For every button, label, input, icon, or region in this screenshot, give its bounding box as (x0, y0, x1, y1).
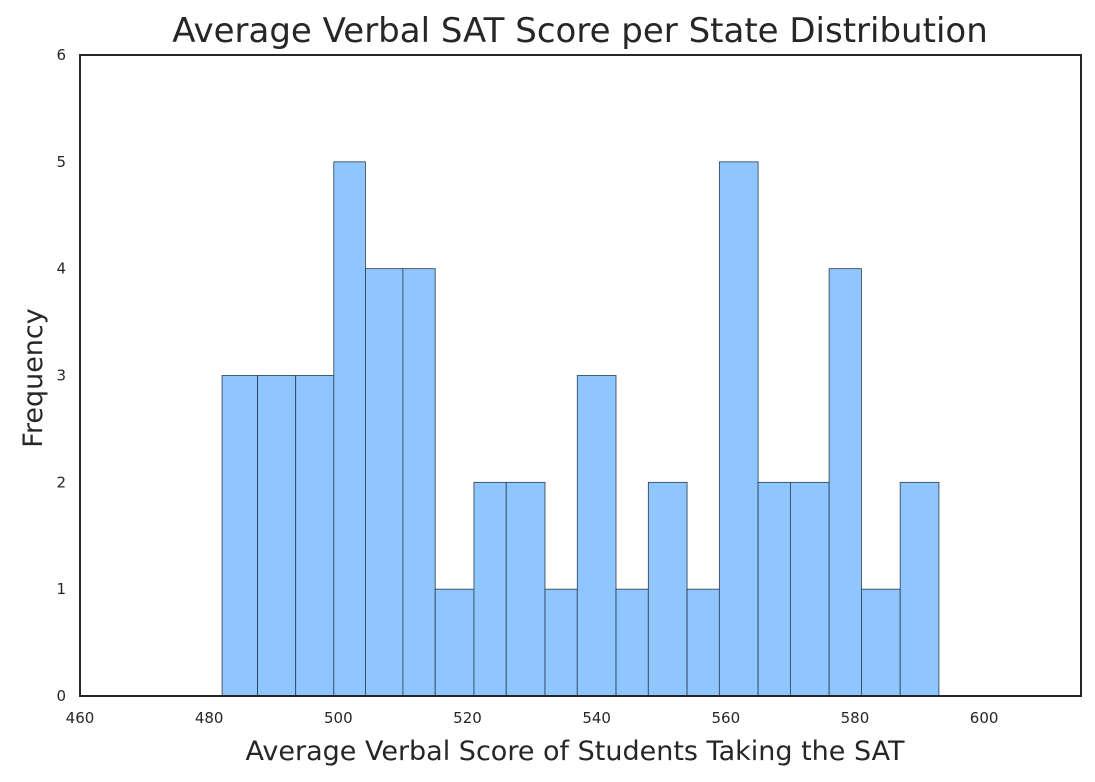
histogram-bar (576, 375, 617, 697)
x-tick-label: 560 (711, 709, 740, 727)
histogram-bar (686, 588, 720, 697)
x-tick-label: 580 (841, 709, 870, 727)
x-tick-label: 480 (195, 709, 224, 727)
y-tick-label: 3 (56, 367, 66, 385)
histogram-bar (333, 161, 366, 697)
y-tick-label: 5 (56, 153, 66, 171)
histogram-bar (899, 481, 940, 697)
histogram-bar (505, 481, 546, 697)
histogram-bar (861, 588, 901, 697)
histogram-bar (434, 588, 475, 697)
plot-frame (79, 54, 1082, 697)
y-tick-label: 4 (56, 260, 66, 278)
y-axis-ticks: 0 1 2 3 4 5 6 (56, 46, 66, 705)
x-tick-label: 540 (582, 709, 611, 727)
histogram-bar (402, 268, 436, 697)
histogram-bar (221, 375, 258, 697)
histogram-bar (295, 375, 335, 697)
histogram-bar (647, 481, 688, 697)
histogram-bar (615, 588, 649, 697)
x-tick-label: 500 (324, 709, 353, 727)
histogram-bar (257, 375, 297, 697)
x-tick-label: 520 (453, 709, 482, 727)
bars-group (221, 161, 940, 697)
histogram-bar (757, 481, 791, 697)
y-tick-label: 6 (56, 46, 66, 64)
x-axis-ticks: 460 480 500 520 540 560 580 600 (66, 709, 999, 727)
x-tick-label: 460 (66, 709, 95, 727)
histogram-bar (473, 481, 507, 697)
y-axis-label: Frequency (18, 308, 49, 448)
histogram-bar (789, 481, 830, 697)
x-tick-label: 600 (970, 709, 999, 727)
histogram-bar (544, 588, 578, 697)
histogram-bar (828, 268, 862, 697)
y-tick-label: 2 (56, 473, 66, 491)
chart-title: Average Verbal SAT Score per State Distr… (172, 11, 988, 51)
histogram-bar (718, 161, 759, 697)
histogram-bar (365, 268, 404, 697)
x-axis-label: Average Verbal Score of Students Taking … (246, 736, 906, 767)
y-tick-label: 1 (56, 580, 66, 598)
y-tick-label: 0 (56, 687, 66, 705)
